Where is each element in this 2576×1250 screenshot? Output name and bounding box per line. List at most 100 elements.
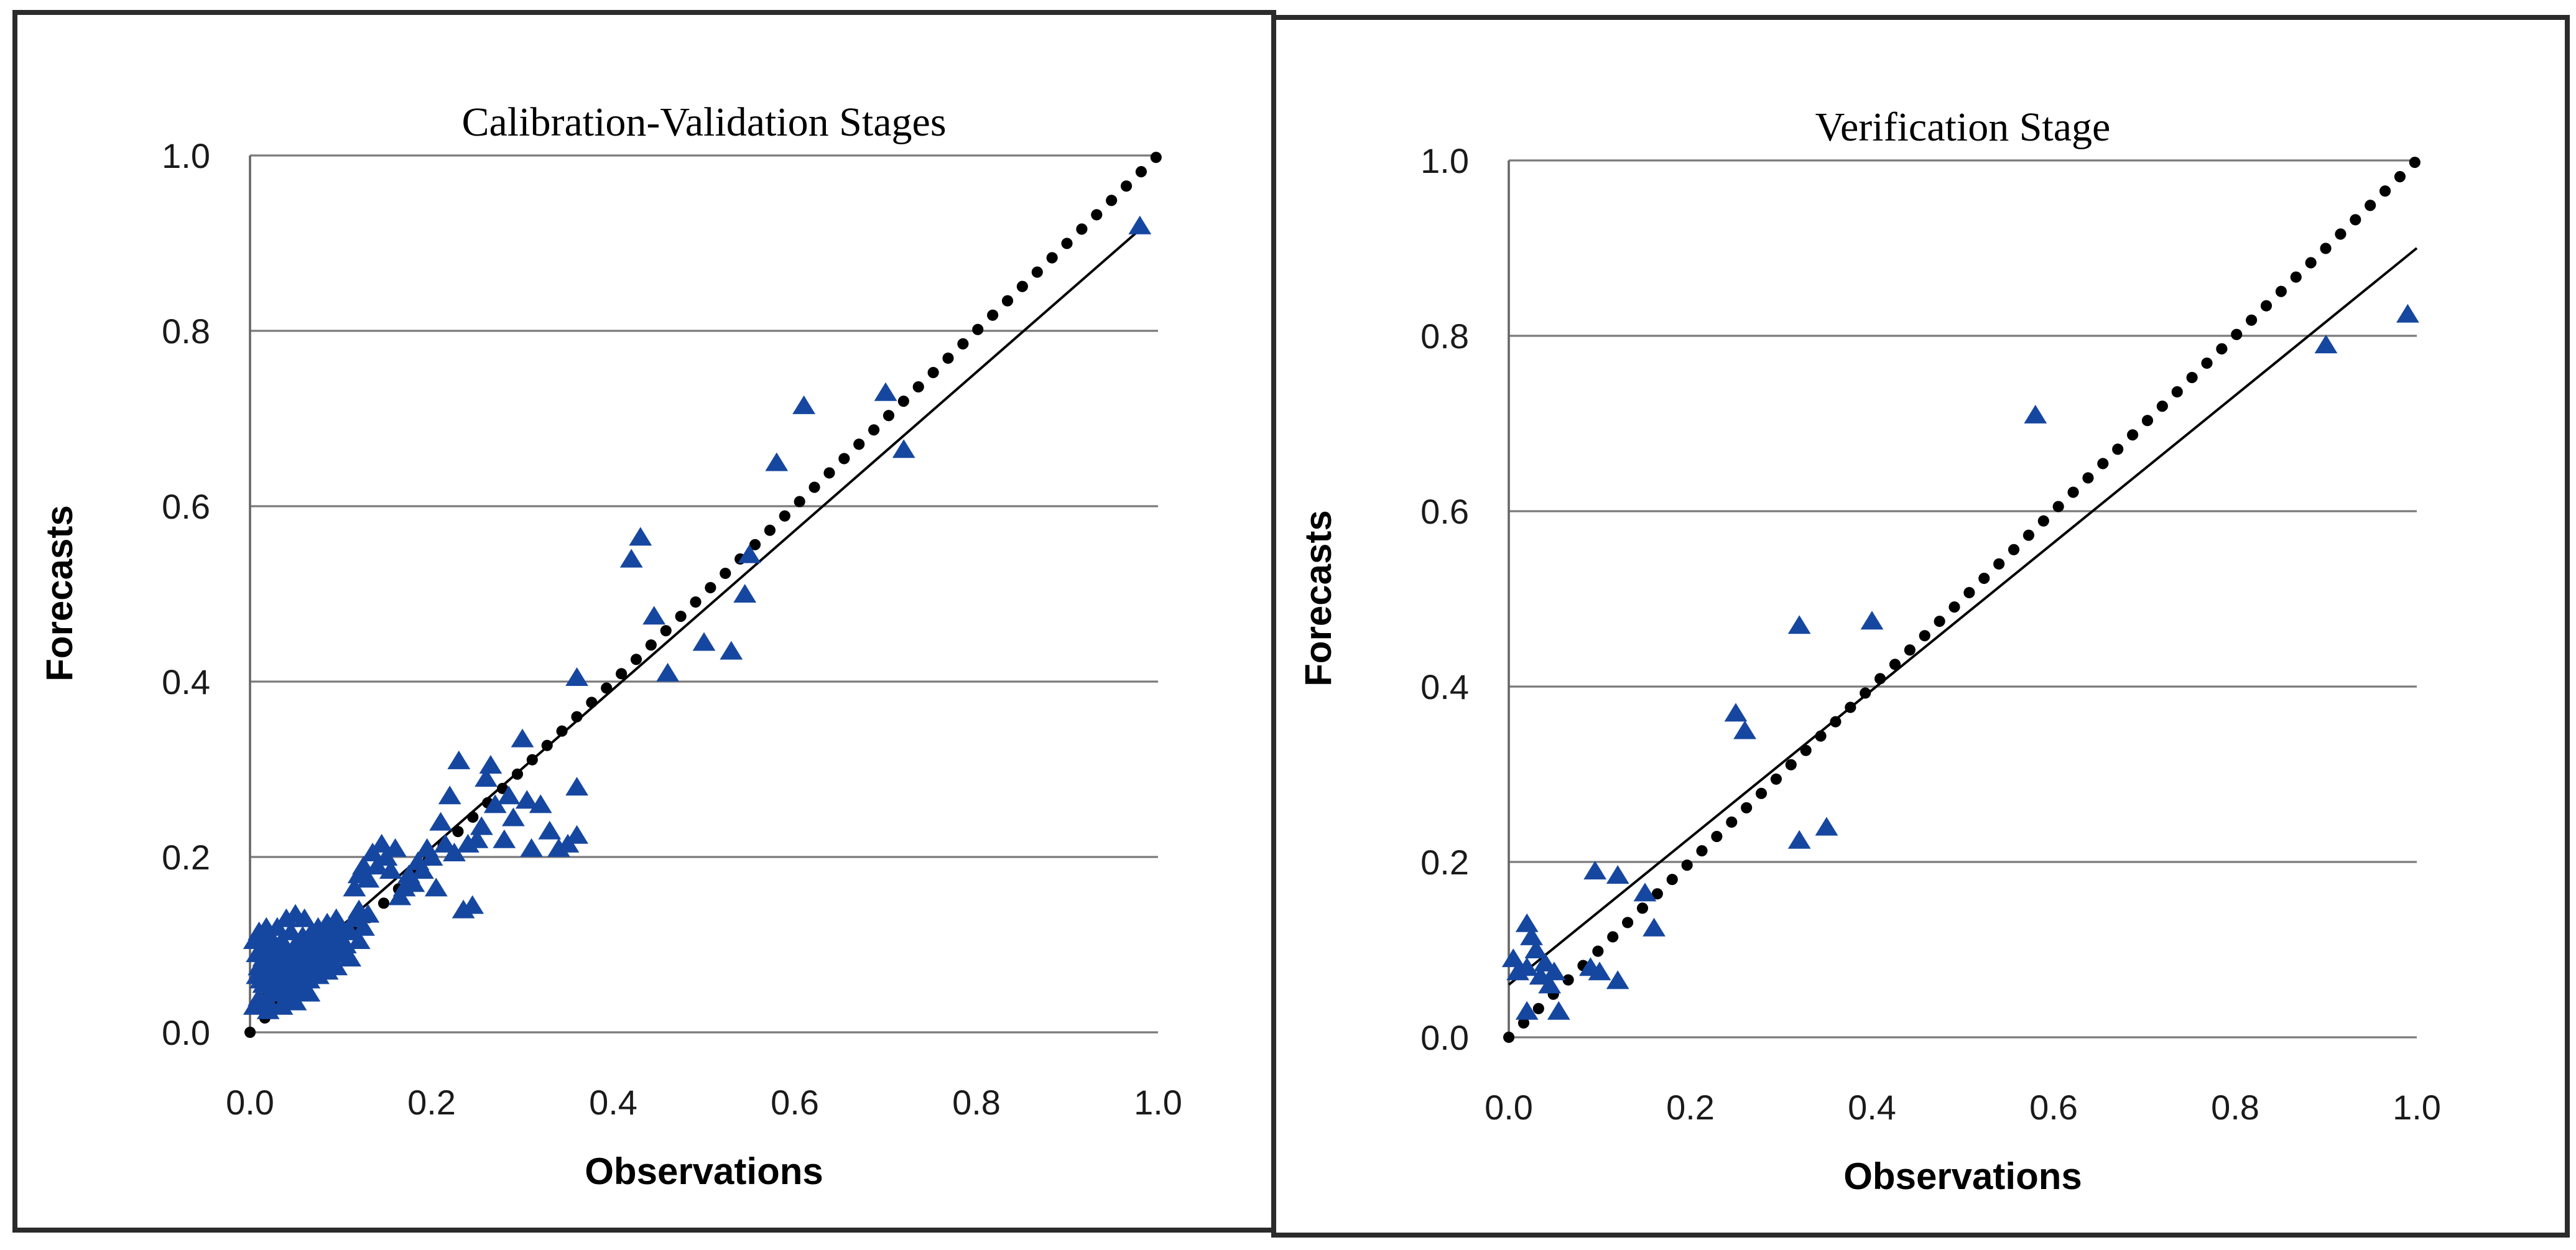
data-point-triangle [619, 549, 643, 568]
data-point-triangle [1501, 948, 1525, 968]
data-point-triangle [497, 785, 521, 805]
data-point-triangle [352, 917, 375, 936]
data-point-triangle [483, 794, 507, 813]
data-point-triangle [447, 750, 471, 769]
trend-line [249, 225, 1146, 1007]
y-tick-label: 0.6 [1420, 492, 1469, 531]
grid-lines [250, 154, 1158, 1034]
x-tick-labels: 0.0 0.2 0.4 0.6 0.8 1.0 [226, 1083, 1182, 1122]
data-point-triangle [465, 829, 489, 848]
data-point-triangle [424, 877, 448, 897]
data-point-triangle [1588, 961, 1611, 981]
data-point-triangle [343, 877, 366, 897]
data-point-triangle [384, 838, 407, 857]
x-tick-label: 0.8 [952, 1083, 1001, 1122]
data-point-triangle [2396, 303, 2419, 323]
x-tick-label: 0.6 [771, 1083, 819, 1122]
data-point-triangle [538, 820, 562, 840]
data-point-triangle [1547, 1001, 1570, 1020]
data-point-triangle [2024, 404, 2047, 424]
data-point-triangle [493, 829, 516, 848]
data-point-triangle [565, 825, 588, 844]
data-point-triangle [433, 833, 457, 853]
x-tick-labels: 0.0 0.2 0.4 0.6 0.8 1.0 [1485, 1088, 2441, 1127]
data-point-triangle [1515, 913, 1539, 932]
data-point-triangle [1542, 961, 1566, 981]
data-point-triangle [642, 606, 666, 625]
data-point-triangle [692, 632, 716, 651]
data-point-triangle [1787, 615, 1811, 634]
y-axis-title: Forecasts [39, 505, 80, 681]
y-tick-label: 0.0 [1420, 1018, 1469, 1057]
data-point-triangle [1606, 865, 1629, 884]
data-point-triangle [338, 948, 361, 967]
y-tick-label: 0.2 [1420, 843, 1469, 882]
data-point-triangle [792, 395, 815, 414]
data-point-triangle [874, 382, 897, 401]
data-point-triangle [411, 860, 434, 879]
data-point-triangle [1733, 720, 1756, 739]
grid-lines [1509, 159, 2417, 1039]
panel-verification: Verification Stage 0.0 0.2 0.4 0.6 0.8 1.0 0.0… [1271, 15, 2570, 1238]
data-point-triangle [479, 754, 503, 774]
y-tick-label: 0.8 [1420, 317, 1469, 356]
y-tick-label: 0.0 [162, 1013, 210, 1052]
data-point-triangle [720, 641, 743, 660]
y-tick-label: 0.6 [162, 487, 210, 526]
data-point-triangle [892, 439, 915, 458]
x-tick-label: 0.6 [2029, 1088, 2078, 1127]
data-point-triangle [565, 777, 588, 796]
data-point-triangle [1515, 957, 1539, 976]
x-axis-title: Observations [585, 1150, 823, 1192]
data-point-triangle [297, 983, 321, 1002]
identity-line [1503, 155, 2422, 1043]
plot-area: 0.0 0.2 0.4 0.6 0.8 1.0 0.0 0.2 0.4 0.6 0.8 1.0 [162, 136, 1182, 1122]
data-point-triangle [520, 838, 543, 857]
data-point-triangle [370, 833, 394, 853]
data-point-triangle [1787, 830, 1811, 849]
data-point-triangle [1524, 940, 1548, 958]
data-point-triangle [565, 667, 588, 686]
data-point-triangle [438, 785, 461, 805]
x-tick-label: 0.2 [1666, 1088, 1715, 1127]
data-point-triangle [1815, 817, 1838, 836]
y-tick-label: 1.0 [162, 136, 210, 175]
data-point-triangle [325, 956, 348, 976]
data-point-triangle [246, 965, 269, 984]
verification-chart: Verification Stage 0.00.20.40.60.81.00.0… [1297, 104, 2441, 1197]
data-point-triangle [279, 974, 303, 993]
x-tick-label: 0.0 [1485, 1088, 1533, 1127]
data-point-triangle [1724, 703, 1748, 722]
data-point-triangle [1860, 611, 1884, 630]
data-point-triangle [279, 921, 303, 940]
x-tick-label: 0.0 [226, 1083, 274, 1122]
x-axis-title: Observations [1843, 1155, 2082, 1197]
data-point-triangle [402, 873, 425, 892]
data-point-triangle [1538, 975, 1562, 994]
plot-area: 0.0 0.2 0.4 0.6 0.8 1.0 0.0 0.2 0.4 0.6 0.8 1.0 [1420, 141, 2441, 1127]
data-point-triangle [284, 991, 307, 1011]
data-point-triangle [733, 584, 757, 603]
data-point-triangle [1520, 926, 1543, 945]
y-tick-label: 1.0 [1420, 141, 1469, 180]
panel-title: Verification Stage [1815, 104, 2111, 150]
y-tick-label: 0.2 [162, 838, 210, 877]
data-point-triangle [656, 662, 679, 682]
data-point-triangle [1633, 882, 1657, 902]
y-tick-label: 0.8 [162, 312, 210, 351]
data-point-triangle [511, 728, 534, 748]
data-point-triangle [502, 807, 525, 826]
data-point-triangle [1128, 215, 1152, 234]
data-point-triangle [356, 869, 380, 888]
x-tick-label: 1.0 [2393, 1088, 2441, 1127]
data-point-triangle [738, 544, 761, 563]
data-point-triangle [379, 860, 402, 879]
y-tick-labels: 0.0 0.2 0.4 0.6 0.8 1.0 [1420, 141, 1469, 1057]
data-point-triangle [347, 930, 371, 949]
data-point-triangle [475, 768, 498, 787]
scatter-points [1501, 303, 2419, 1020]
data-point-triangle [420, 847, 443, 866]
data-point-triangle [443, 842, 466, 861]
y-tick-labels: 0.0 0.2 0.4 0.6 0.8 1.0 [162, 136, 210, 1052]
